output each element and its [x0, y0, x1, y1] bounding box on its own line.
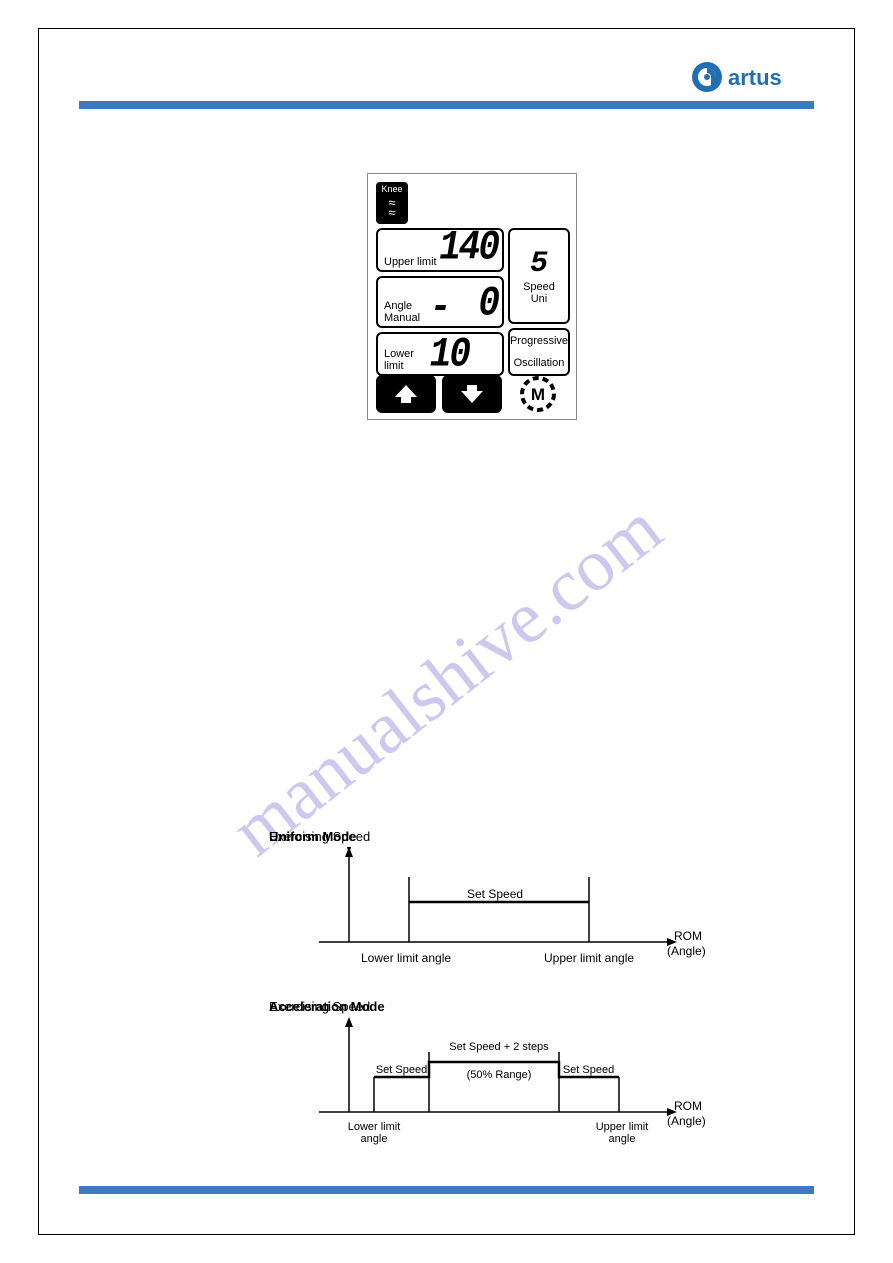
document-page: artus Knee ≈≈ Upper limit 140 Angle Manu…	[38, 28, 855, 1235]
upper-limit-angle-label: Upper limit angle	[544, 951, 634, 965]
lcd-right-column: 5 Speed Uni Progressive Oscillation	[508, 228, 570, 380]
lower-limit-cell: Lower limit - 10	[376, 332, 504, 376]
acceleration-mode-chart: Exercising Speed Acceleration Mode Set S…	[269, 999, 699, 1169]
brand-name-text: artus	[728, 65, 782, 90]
brand-logo: artus	[690, 59, 810, 100]
x-axis-label: ROM	[674, 929, 702, 943]
lower-limit-label: Lower limit	[384, 348, 430, 372]
knee-label: Knee	[381, 184, 402, 194]
upper-limit-cell: Upper limit 140	[376, 228, 504, 272]
footer-divider	[79, 1186, 814, 1194]
set-speed-left: Set Speed	[374, 1064, 429, 1076]
lcd-left-column: Upper limit 140 Angle Manual 0 Lower lim…	[376, 228, 504, 380]
upper-limit-value: 140	[439, 224, 498, 271]
angle-label: Angle Manual	[384, 300, 420, 324]
arrow-up-button[interactable]	[376, 375, 436, 413]
set-speed-plus: Set Speed + 2 steps	[439, 1041, 559, 1053]
speed-value: 5	[530, 247, 548, 281]
x-axis-sub: (Angle)	[667, 944, 706, 958]
speed-cell: 5 Speed Uni	[508, 228, 570, 324]
progressive-label: Progressive	[510, 330, 568, 352]
header-divider	[79, 101, 814, 109]
lower-limit-angle-label: Lower limit angle	[361, 951, 451, 965]
upper-limit-label: Upper limit	[384, 256, 437, 268]
uniform-mode-chart: Exercising Speed Uniform Mode Set Speed …	[269, 829, 699, 979]
arrow-down-button[interactable]	[442, 375, 502, 413]
watermark-text: manualshive.com	[215, 486, 677, 873]
lower-limit-value: - 10	[430, 284, 498, 378]
x-axis-sub: (Angle)	[667, 1114, 706, 1128]
speed-label: Speed	[523, 281, 555, 293]
oscillation-label: Oscillation	[514, 352, 565, 374]
uniform-chart-svg	[269, 847, 699, 977]
range-label: (50% Range)	[454, 1069, 544, 1081]
x-axis-label: ROM	[674, 1099, 702, 1113]
device-button-row: M	[376, 375, 570, 413]
speed-mode: Uni	[531, 293, 548, 305]
mode-m-button[interactable]: M	[508, 375, 568, 413]
set-speed-right: Set Speed	[561, 1064, 616, 1076]
chart-title: Uniform Mode	[269, 829, 356, 844]
lower-limit-angle-label: Lower limit angle	[339, 1121, 409, 1145]
chart-title: Acceleration Mode	[269, 999, 385, 1014]
wave-icon: ≈≈	[376, 198, 408, 218]
device-lcd-figure: Knee ≈≈ Upper limit 140 Angle Manual 0 L…	[367, 173, 577, 420]
svg-text:M: M	[531, 385, 545, 404]
set-speed-label: Set Speed	[467, 887, 523, 901]
mode-cell: Progressive Oscillation	[508, 328, 570, 376]
knee-mode-badge: Knee ≈≈	[376, 182, 408, 224]
upper-limit-angle-label: Upper limit angle	[587, 1121, 657, 1145]
